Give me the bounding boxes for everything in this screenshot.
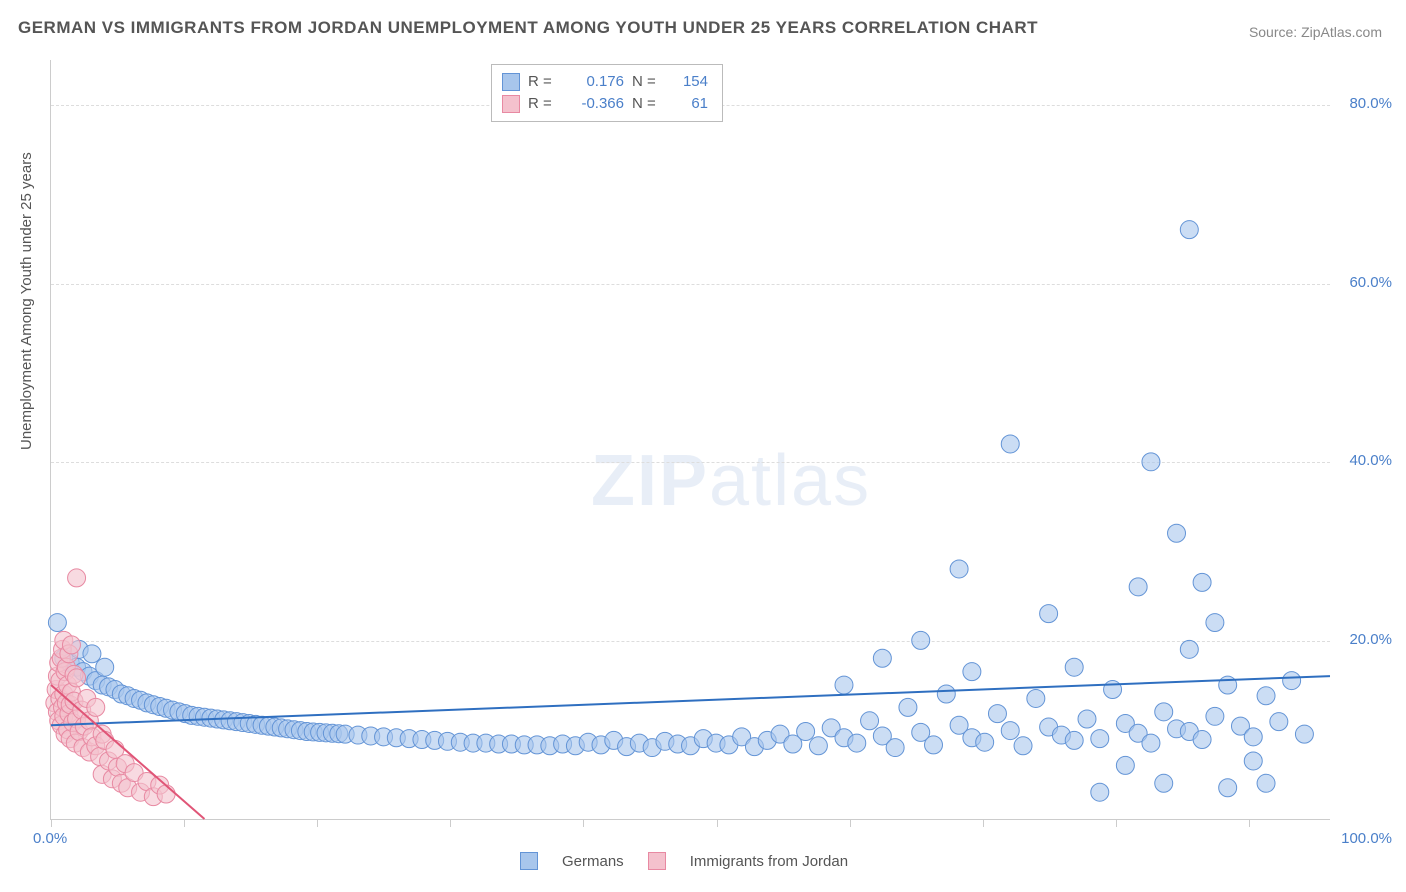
swatch-jordan bbox=[502, 95, 520, 113]
data-point bbox=[899, 698, 917, 716]
data-point bbox=[83, 645, 101, 663]
data-point bbox=[848, 734, 866, 752]
data-point bbox=[1155, 774, 1173, 792]
n-label: N = bbox=[632, 93, 660, 115]
data-point bbox=[1014, 737, 1032, 755]
data-point bbox=[797, 723, 815, 741]
data-point bbox=[1244, 752, 1262, 770]
data-point bbox=[1168, 524, 1186, 542]
stats-row-germans: R = 0.176 N = 154 bbox=[502, 71, 708, 93]
legend-label-germans: Germans bbox=[562, 853, 624, 870]
r-label: R = bbox=[528, 93, 556, 115]
data-point bbox=[1027, 689, 1045, 707]
source-label: Source: ZipAtlas.com bbox=[1249, 24, 1382, 40]
data-point bbox=[861, 712, 879, 730]
data-point bbox=[1065, 731, 1083, 749]
trend-line bbox=[51, 676, 1330, 725]
data-point bbox=[68, 569, 86, 587]
data-point bbox=[912, 631, 930, 649]
y-axis-label: Unemployment Among Youth under 25 years bbox=[18, 152, 35, 450]
stats-legend-box: R = 0.176 N = 154 R = -0.366 N = 61 bbox=[491, 64, 723, 122]
x-tick bbox=[850, 819, 851, 827]
data-point bbox=[937, 685, 955, 703]
y-tick-label: 20.0% bbox=[1336, 631, 1392, 648]
swatch-jordan-bottom bbox=[648, 852, 666, 870]
n-label: N = bbox=[632, 71, 660, 93]
data-point bbox=[1206, 707, 1224, 725]
n-value-germans: 154 bbox=[668, 71, 708, 93]
x-tick bbox=[450, 819, 451, 827]
chart-title: GERMAN VS IMMIGRANTS FROM JORDAN UNEMPLO… bbox=[18, 18, 1038, 38]
data-point bbox=[1091, 730, 1109, 748]
r-value-jordan: -0.366 bbox=[564, 93, 624, 115]
data-point bbox=[1193, 731, 1211, 749]
x-tick bbox=[983, 819, 984, 827]
data-point bbox=[1078, 710, 1096, 728]
x-tick bbox=[184, 819, 185, 827]
data-point bbox=[1206, 614, 1224, 632]
data-point bbox=[1283, 672, 1301, 690]
n-value-jordan: 61 bbox=[668, 93, 708, 115]
data-point bbox=[87, 698, 105, 716]
data-point bbox=[988, 705, 1006, 723]
r-label: R = bbox=[528, 71, 556, 93]
x-tick bbox=[1249, 819, 1250, 827]
data-point bbox=[1065, 658, 1083, 676]
data-point bbox=[1104, 681, 1122, 699]
data-point bbox=[1295, 725, 1313, 743]
y-tick-label: 60.0% bbox=[1336, 274, 1392, 291]
data-point bbox=[976, 733, 994, 751]
data-point bbox=[1270, 713, 1288, 731]
data-point bbox=[809, 737, 827, 755]
x-tick-min: 0.0% bbox=[33, 830, 67, 847]
data-point bbox=[873, 649, 891, 667]
data-point bbox=[886, 739, 904, 757]
data-point bbox=[1219, 779, 1237, 797]
data-point bbox=[68, 669, 86, 687]
data-point bbox=[835, 676, 853, 694]
x-tick bbox=[317, 819, 318, 827]
data-point bbox=[950, 560, 968, 578]
x-tick-max: 100.0% bbox=[1341, 830, 1392, 847]
data-point bbox=[96, 658, 114, 676]
data-point bbox=[1129, 578, 1147, 596]
bottom-legend: Germans Immigrants from Jordan bbox=[520, 852, 848, 870]
data-point bbox=[1155, 703, 1173, 721]
data-point bbox=[1257, 774, 1275, 792]
data-point bbox=[1219, 676, 1237, 694]
scatter-svg bbox=[51, 60, 1330, 819]
data-point bbox=[1116, 756, 1134, 774]
plot-area: ZIPatlas 20.0%40.0%60.0%80.0% 0.0% 100.0… bbox=[50, 60, 1330, 820]
x-tick bbox=[51, 819, 52, 827]
y-tick-label: 80.0% bbox=[1336, 95, 1392, 112]
x-tick bbox=[717, 819, 718, 827]
swatch-germans bbox=[502, 73, 520, 91]
data-point bbox=[1091, 783, 1109, 801]
r-value-germans: 0.176 bbox=[564, 71, 624, 93]
data-point bbox=[157, 785, 175, 803]
data-point bbox=[1001, 435, 1019, 453]
data-point bbox=[1257, 687, 1275, 705]
swatch-germans-bottom bbox=[520, 852, 538, 870]
data-point bbox=[1193, 573, 1211, 591]
legend-label-jordan: Immigrants from Jordan bbox=[690, 853, 848, 870]
x-tick bbox=[1116, 819, 1117, 827]
data-point bbox=[62, 636, 80, 654]
stats-row-jordan: R = -0.366 N = 61 bbox=[502, 93, 708, 115]
data-point bbox=[1180, 221, 1198, 239]
data-point bbox=[963, 663, 981, 681]
data-point bbox=[1142, 734, 1160, 752]
data-point bbox=[925, 736, 943, 754]
data-point bbox=[1040, 605, 1058, 623]
data-point bbox=[48, 614, 66, 632]
y-tick-label: 40.0% bbox=[1336, 452, 1392, 469]
data-point bbox=[1244, 728, 1262, 746]
data-point bbox=[1180, 640, 1198, 658]
data-point bbox=[1142, 453, 1160, 471]
data-point bbox=[1001, 722, 1019, 740]
x-tick bbox=[583, 819, 584, 827]
